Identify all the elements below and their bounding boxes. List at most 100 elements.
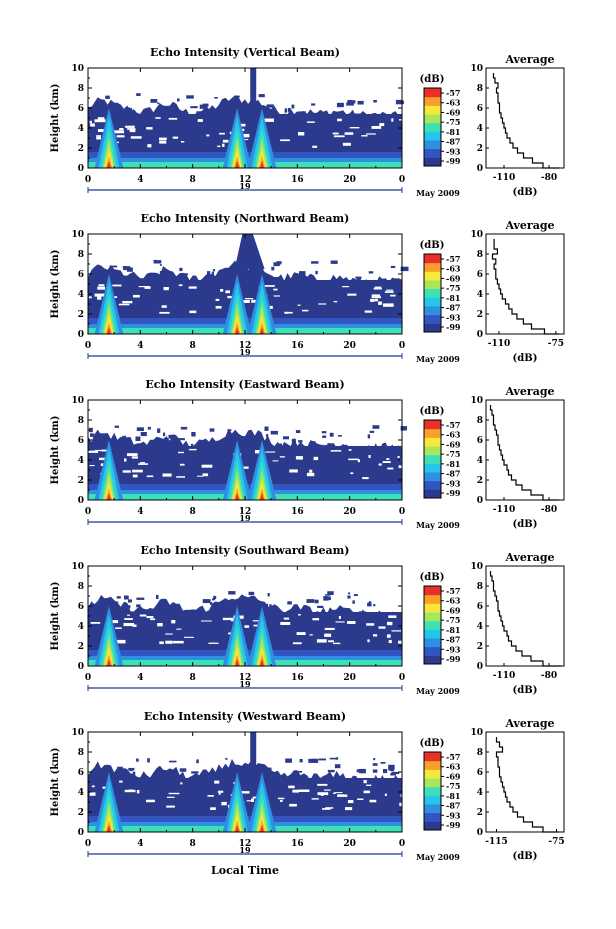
rain-spike-layer — [106, 161, 111, 168]
no-echo-gap — [91, 785, 95, 788]
y-tick-label: 0 — [78, 662, 84, 672]
no-echo-gap — [230, 619, 234, 622]
echo-patch — [362, 449, 366, 453]
echo-region — [88, 758, 402, 832]
no-echo-gap — [112, 620, 119, 624]
echo-patch — [369, 290, 375, 294]
echo-patch — [252, 270, 259, 274]
colorbar-tick-label: -57 — [446, 586, 460, 596]
no-echo-gap — [299, 789, 310, 792]
no-echo-gap — [171, 620, 176, 624]
echo-patch — [182, 288, 185, 292]
no-echo-gap — [155, 117, 161, 119]
echo-patch — [186, 456, 192, 460]
echo-patch — [253, 618, 257, 620]
panel-1: Echo Intensity (Vertical Beam) 0 2 4 6 8 10 Hei… — [50, 46, 565, 198]
echo-patch — [206, 455, 213, 457]
no-echo-gap — [391, 118, 394, 122]
heatmap — [88, 68, 409, 168]
no-echo-gap — [324, 633, 332, 637]
echo-patch — [179, 267, 183, 272]
no-echo-gap — [122, 470, 131, 473]
echo-patch — [322, 447, 328, 451]
echo-patch — [319, 444, 324, 448]
echo-patch — [97, 123, 103, 127]
echo-patch — [355, 276, 362, 279]
average-y-tick-label: 2 — [477, 144, 483, 154]
no-echo-gap — [98, 284, 105, 287]
echo-patch — [179, 768, 187, 772]
echo-patch — [199, 104, 205, 109]
echo-patch — [91, 444, 100, 449]
average-x-tick-label: -80 — [541, 505, 557, 515]
x-tick-label: 16 — [291, 673, 304, 683]
panel-4: Echo Intensity (Southward Beam) 0 2 4 6 8 10 He… — [50, 544, 565, 696]
no-echo-gap — [201, 620, 212, 622]
y-tick-label: 8 — [78, 582, 84, 592]
colorbar-segment — [424, 297, 441, 307]
average-title: Average — [504, 385, 554, 398]
echo-patch — [269, 279, 278, 282]
average-frame — [485, 233, 565, 335]
echo-patch — [109, 268, 113, 271]
average-line — [489, 405, 560, 501]
echo-patch — [395, 618, 401, 621]
colorbar-tick-label: -57 — [446, 752, 460, 762]
no-echo-gap — [363, 780, 367, 784]
colorbar-tick-label: -75 — [446, 117, 460, 127]
no-echo-gap — [178, 451, 184, 454]
echo-patch — [271, 266, 275, 271]
colorbar-segment — [424, 428, 441, 438]
echo-patch — [291, 438, 296, 443]
no-echo-gap — [188, 286, 197, 289]
echo-patch — [322, 127, 328, 130]
echo-patch — [93, 455, 100, 460]
month-label: May 2009 — [416, 852, 460, 862]
average-x-tick-label: -110 — [493, 505, 516, 515]
rain-spike — [247, 108, 277, 168]
colorbar-segment — [424, 88, 441, 98]
no-echo-gap — [366, 133, 376, 135]
echo-patch — [147, 758, 150, 763]
colorbar-segment — [424, 131, 441, 141]
average-title: Average — [504, 717, 554, 730]
no-echo-gap — [386, 458, 390, 460]
no-echo-gap — [318, 303, 327, 305]
average-y-tick-label: 8 — [477, 416, 483, 426]
echo-patch — [298, 781, 302, 786]
average-y-tick-label: 2 — [477, 476, 483, 486]
no-echo-gap — [298, 614, 301, 616]
y-tick-label: 10 — [71, 728, 84, 738]
average-line — [489, 571, 561, 667]
no-echo-gap — [338, 616, 341, 619]
rain-spike — [222, 606, 252, 666]
average-x-tick-label: -80 — [541, 173, 557, 183]
y-axis-label: Height (km) — [50, 748, 61, 817]
no-echo-gap — [130, 136, 142, 139]
echo-patch — [220, 126, 229, 131]
colorbar-segment — [424, 148, 441, 158]
echo-patch — [317, 605, 324, 608]
echo-patch — [219, 447, 223, 452]
no-echo-gap — [210, 807, 216, 810]
echo-patch — [359, 611, 366, 614]
echo-patch — [383, 769, 388, 774]
no-echo-gap — [102, 786, 106, 789]
y-axis-label: Height (km) — [50, 582, 61, 651]
no-echo-gap — [112, 284, 122, 287]
echo-patch — [167, 604, 170, 608]
echo-patch — [327, 769, 335, 773]
echo-patch — [369, 430, 375, 433]
no-echo-gap — [378, 626, 386, 629]
colorbar-segment — [424, 446, 441, 456]
echo-patch — [328, 596, 331, 601]
no-echo-gap — [347, 621, 356, 624]
no-echo-gap — [280, 139, 290, 142]
no-echo-gap — [362, 477, 369, 480]
no-echo-gap — [217, 145, 221, 148]
no-echo-gap — [335, 621, 345, 623]
no-echo-gap — [176, 628, 182, 630]
rain-spike — [247, 274, 277, 334]
echo-patch — [98, 113, 103, 116]
x-tick-label: 8 — [190, 175, 196, 185]
